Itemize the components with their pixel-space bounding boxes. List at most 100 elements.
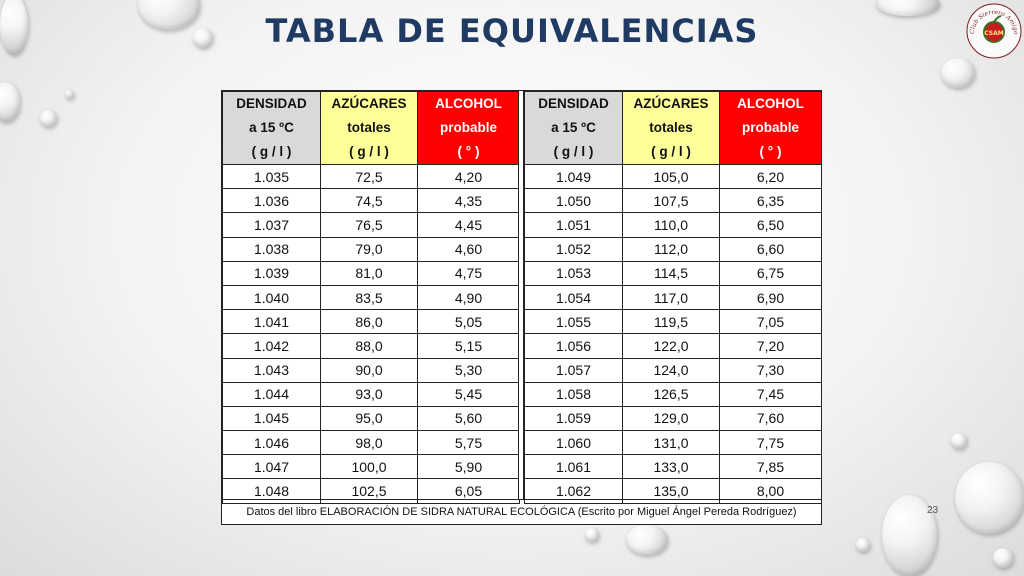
- table-row: 1.060 131,0 7,75: [524, 430, 822, 456]
- cell-alcohol: 4,90: [417, 284, 520, 311]
- cell-azucares: 74,5: [320, 188, 418, 214]
- header-densidad: DENSIDAD a 15 ºC ( g / l ): [222, 91, 321, 165]
- cell-azucares: 79,0: [320, 236, 418, 262]
- table-row: 1.047 100,0 5,90: [222, 454, 520, 480]
- water-drop-decoration: [0, 0, 28, 55]
- cell-densidad: 1.053: [524, 260, 623, 286]
- club-logo: CSAM Club Sierrero Amigos de la Manzana: [965, 2, 1022, 59]
- cell-azucares: 98,0: [320, 430, 418, 456]
- cell-azucares: 76,5: [320, 212, 418, 238]
- cell-azucares: 122,0: [622, 333, 720, 359]
- cell-azucares: 129,0: [622, 405, 720, 432]
- table-left-body: 1.035 72,5 4,20 1.036 74,5 4,35 1.037 76,5 4,45 1…: [222, 163, 520, 504]
- cell-densidad: 1.047: [222, 454, 321, 480]
- cell-densidad: 1.057: [524, 357, 623, 383]
- cell-densidad: 1.046: [222, 430, 321, 456]
- cell-densidad: 1.039: [222, 260, 321, 286]
- table-left-block: DENSIDAD a 15 ºC ( g / l ) AZÚCARES tota…: [222, 91, 520, 504]
- water-drop-decoration: [993, 548, 1013, 568]
- page-number: 23: [927, 505, 939, 516]
- slide-title: TABLA DE EQUIVALENCIAS: [265, 12, 759, 50]
- cell-densidad: 1.050: [524, 188, 623, 214]
- cell-densidad: 1.043: [222, 357, 321, 383]
- cell-azucares: 114,5: [622, 260, 720, 286]
- cell-densidad: 1.037: [222, 212, 321, 238]
- cell-alcohol: 5,30: [417, 357, 520, 383]
- water-drop-decoration: [876, 0, 940, 16]
- cell-densidad: 1.040: [222, 284, 321, 311]
- water-drop-decoration: [882, 495, 937, 576]
- cell-densidad: 1.041: [222, 309, 321, 335]
- cell-azucares: 86,0: [320, 309, 418, 335]
- cell-azucares: 88,0: [320, 333, 418, 359]
- equivalence-table: DENSIDAD a 15 ºC ( g / l ) AZÚCARES tota…: [221, 90, 822, 525]
- table-row: 1.053 114,5 6,75: [524, 260, 822, 286]
- cell-alcohol: 7,20: [719, 333, 822, 359]
- water-drop-decoration: [951, 433, 967, 449]
- cell-azucares: 83,5: [320, 284, 418, 311]
- table-row: 1.041 86,0 5,05: [222, 309, 520, 335]
- cell-alcohol: 7,30: [719, 357, 822, 383]
- header-densidad: DENSIDAD a 15 ºC ( g / l ): [524, 91, 623, 165]
- table-row: 1.037 76,5 4,45: [222, 212, 520, 238]
- cell-azucares: 107,5: [622, 188, 720, 214]
- water-drop-decoration: [856, 538, 870, 552]
- table-row: 1.057 124,0 7,30: [524, 357, 822, 383]
- cell-alcohol: 7,85: [719, 454, 822, 480]
- cell-alcohol: 6,50: [719, 212, 822, 238]
- cell-densidad: 1.049: [524, 163, 623, 190]
- table-footnote: Datos del libro ELABORACIÓN DE SIDRA NAT…: [222, 499, 821, 525]
- cell-alcohol: 5,75: [417, 430, 520, 456]
- cell-densidad: 1.045: [222, 405, 321, 432]
- cell-azucares: 117,0: [622, 284, 720, 311]
- cell-azucares: 81,0: [320, 260, 418, 286]
- cell-azucares: 100,0: [320, 454, 418, 480]
- cell-alcohol: 7,45: [719, 381, 822, 407]
- cell-alcohol: 5,45: [417, 381, 520, 407]
- table-row: 1.050 107,5 6,35: [524, 188, 822, 214]
- table-row: 1.036 74,5 4,35: [222, 188, 520, 214]
- table-row: 1.038 79,0 4,60: [222, 236, 520, 262]
- water-drop-decoration: [193, 28, 213, 48]
- cell-alcohol: 6,90: [719, 284, 822, 311]
- cell-densidad: 1.038: [222, 236, 321, 262]
- table-right-body: 1.049 105,0 6,20 1.050 107,5 6,35 1.051 110,0 6,…: [524, 163, 822, 504]
- table-row: 1.051 110,0 6,50: [524, 212, 822, 238]
- header-alcohol: ALCOHOL probable ( ° ): [719, 91, 822, 165]
- cell-azucares: 72,5: [320, 163, 418, 190]
- cell-densidad: 1.060: [524, 430, 623, 456]
- cell-azucares: 126,5: [622, 381, 720, 407]
- table-row: 1.058 126,5 7,45: [524, 381, 822, 407]
- table-row: 1.054 117,0 6,90: [524, 284, 822, 311]
- cell-azucares: 93,0: [320, 381, 418, 407]
- table-row: 1.055 119,5 7,05: [524, 309, 822, 335]
- table-row: 1.056 122,0 7,20: [524, 333, 822, 359]
- cell-alcohol: 7,05: [719, 309, 822, 335]
- water-drop-decoration: [585, 528, 599, 542]
- cell-densidad: 1.051: [524, 212, 623, 238]
- cell-alcohol: 7,60: [719, 405, 822, 432]
- water-drop-decoration: [941, 58, 975, 88]
- cell-densidad: 1.035: [222, 163, 321, 190]
- cell-densidad: 1.042: [222, 333, 321, 359]
- cell-alcohol: 6,20: [719, 163, 822, 190]
- cell-densidad: 1.059: [524, 405, 623, 432]
- header-alcohol: ALCOHOL probable ( ° ): [417, 91, 520, 165]
- table-row: 1.043 90,0 5,30: [222, 357, 520, 383]
- cell-alcohol: 4,35: [417, 188, 520, 214]
- cell-densidad: 1.056: [524, 333, 623, 359]
- table-row: 1.040 83,5 4,90: [222, 284, 520, 311]
- water-drop-decoration: [955, 462, 1024, 534]
- header-azucares: AZÚCARES totales ( g / l ): [622, 91, 720, 165]
- cell-densidad: 1.055: [524, 309, 623, 335]
- cell-azucares: 95,0: [320, 405, 418, 432]
- cell-alcohol: 5,15: [417, 333, 520, 359]
- cell-alcohol: 4,75: [417, 260, 520, 286]
- cell-azucares: 105,0: [622, 163, 720, 190]
- cell-densidad: 1.058: [524, 381, 623, 407]
- cell-azucares: 90,0: [320, 357, 418, 383]
- cell-alcohol: 4,45: [417, 212, 520, 238]
- water-drop-decoration: [40, 110, 57, 127]
- cell-azucares: 112,0: [622, 236, 720, 262]
- cell-alcohol: 4,60: [417, 236, 520, 262]
